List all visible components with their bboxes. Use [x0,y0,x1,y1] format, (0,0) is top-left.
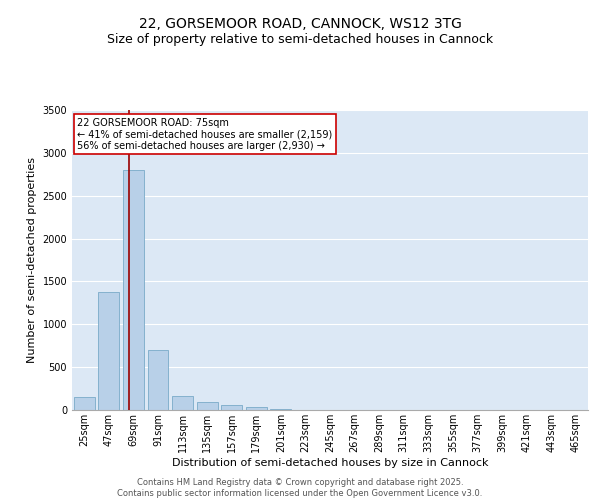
Bar [197,402,218,410]
Bar [246,408,267,410]
Text: 22 GORSEMOOR ROAD: 75sqm
← 41% of semi-detached houses are smaller (2,159)
56% o: 22 GORSEMOOR ROAD: 75sqm ← 41% of semi-d… [77,118,332,150]
Bar [98,292,119,410]
X-axis label: Distribution of semi-detached houses by size in Cannock: Distribution of semi-detached houses by … [172,458,488,468]
Bar [172,396,193,410]
Text: Size of property relative to semi-detached houses in Cannock: Size of property relative to semi-detach… [107,32,493,46]
Text: Contains HM Land Registry data © Crown copyright and database right 2025.
Contai: Contains HM Land Registry data © Crown c… [118,478,482,498]
Bar [221,405,242,410]
Text: 22, GORSEMOOR ROAD, CANNOCK, WS12 3TG: 22, GORSEMOOR ROAD, CANNOCK, WS12 3TG [139,18,461,32]
Bar [148,350,169,410]
Bar [74,397,95,410]
Bar [123,170,144,410]
Bar [271,409,292,410]
Y-axis label: Number of semi-detached properties: Number of semi-detached properties [27,157,37,363]
